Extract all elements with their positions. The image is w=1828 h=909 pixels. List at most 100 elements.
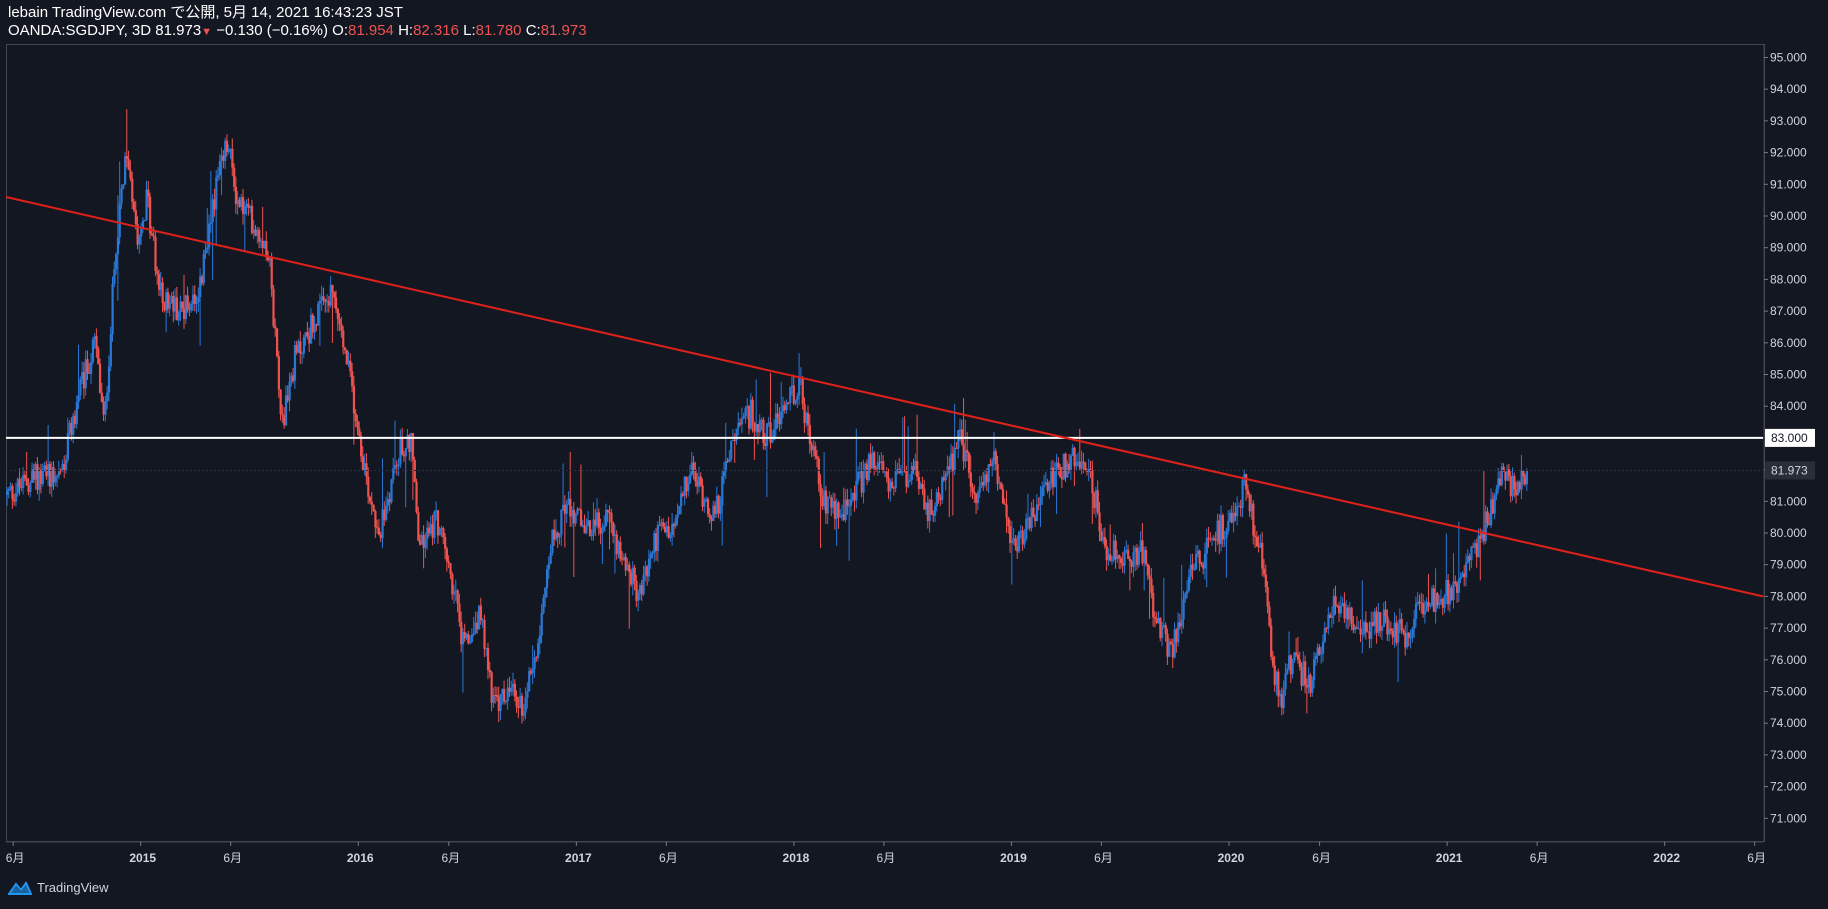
candle-body xyxy=(41,469,44,484)
close-value: 81.973 xyxy=(540,22,587,39)
candle-body xyxy=(808,425,812,445)
candle-body xyxy=(1286,668,1289,674)
candle xyxy=(554,519,558,542)
candle xyxy=(789,386,792,411)
candle xyxy=(1103,527,1107,549)
candle xyxy=(393,420,397,474)
candle xyxy=(744,406,747,424)
candle xyxy=(579,464,583,528)
last-price-tag xyxy=(1765,461,1815,480)
candle-body xyxy=(987,464,990,483)
candle-body xyxy=(168,302,171,309)
candle-body xyxy=(331,285,334,293)
candle xyxy=(798,353,801,405)
candle xyxy=(199,268,202,346)
candle-body xyxy=(381,509,384,539)
drawings-layer[interactable] xyxy=(5,196,1764,598)
candle-body xyxy=(59,469,62,471)
candle xyxy=(1305,678,1309,714)
candle-body xyxy=(1513,475,1516,490)
candle-body xyxy=(1123,550,1126,566)
candle-body xyxy=(1275,671,1278,685)
candle-body xyxy=(1339,605,1343,614)
candle-body xyxy=(1490,499,1493,526)
candle-body xyxy=(1429,605,1432,607)
candle-body xyxy=(975,494,978,504)
candle xyxy=(1429,602,1432,610)
candle xyxy=(1225,527,1228,578)
candle xyxy=(1211,536,1214,546)
candle xyxy=(783,400,786,414)
y-tick-label: 89.000 xyxy=(1770,241,1807,255)
candle xyxy=(1434,568,1437,624)
candle xyxy=(1152,585,1155,627)
candle-body xyxy=(933,506,937,516)
candle-body xyxy=(249,205,252,208)
candle xyxy=(542,594,545,615)
candle-body xyxy=(1010,540,1014,544)
candle xyxy=(1150,568,1153,599)
y-tick-label: 78.000 xyxy=(1770,589,1807,603)
candle-body xyxy=(1432,588,1436,612)
candle xyxy=(326,294,329,313)
candle-body xyxy=(50,467,53,487)
candle xyxy=(1295,638,1298,657)
candle-body xyxy=(781,405,785,412)
candle xyxy=(18,468,21,496)
footer-brand[interactable]: TradingView xyxy=(8,880,109,895)
candle-body xyxy=(656,524,660,552)
candle-body xyxy=(1330,615,1334,618)
candle xyxy=(152,227,155,241)
candle xyxy=(149,192,152,239)
candle xyxy=(1223,530,1226,547)
candle xyxy=(104,395,107,422)
candle-body xyxy=(1280,694,1284,709)
candle xyxy=(615,530,618,560)
time-axis[interactable]: 6月 2015 6月 2016 6月 2017 6月 2018 6月 2019 6月 2020 6月 20… xyxy=(6,842,1766,865)
x-tick-label: 6月 xyxy=(1747,851,1766,865)
candle xyxy=(395,460,398,476)
candle xyxy=(190,300,193,313)
price-axis[interactable]: 95.00094.00093.00092.00091.00090.00089.0… xyxy=(1764,51,1815,826)
candle-body xyxy=(1225,530,1228,539)
candle-body xyxy=(982,481,985,486)
candle xyxy=(367,467,370,504)
candle-body xyxy=(265,240,268,258)
candle-body xyxy=(874,468,878,470)
candle-body xyxy=(653,533,656,552)
candle xyxy=(672,522,676,538)
candle xyxy=(413,456,416,483)
candle xyxy=(27,478,30,496)
x-tick-label: 2019 xyxy=(1000,851,1027,865)
candle xyxy=(1382,602,1385,628)
candle xyxy=(930,489,933,516)
candle-body xyxy=(705,499,708,502)
candle xyxy=(638,582,642,600)
candle-body xyxy=(710,517,713,521)
candle xyxy=(960,419,963,446)
candle-body xyxy=(1468,556,1471,561)
candle-body xyxy=(553,529,556,540)
candle xyxy=(1078,428,1081,471)
candle-body xyxy=(617,541,620,555)
candle xyxy=(941,476,944,505)
candle-body xyxy=(349,360,352,372)
candle xyxy=(154,230,157,277)
candle xyxy=(923,479,926,510)
candle-body xyxy=(91,339,95,363)
candle xyxy=(1352,615,1355,634)
candle-body xyxy=(308,336,311,344)
y-tick-label: 80.000 xyxy=(1770,526,1807,540)
candle xyxy=(334,290,338,314)
candle xyxy=(764,433,767,451)
candle-body xyxy=(1447,580,1450,605)
candle xyxy=(1050,460,1053,489)
candle-body xyxy=(157,274,161,290)
candle xyxy=(978,476,981,498)
candle-body xyxy=(667,526,670,538)
trendline[interactable] xyxy=(5,196,1764,598)
candle xyxy=(1377,602,1380,637)
candle-body xyxy=(1277,671,1280,697)
candle-body xyxy=(1161,625,1164,638)
